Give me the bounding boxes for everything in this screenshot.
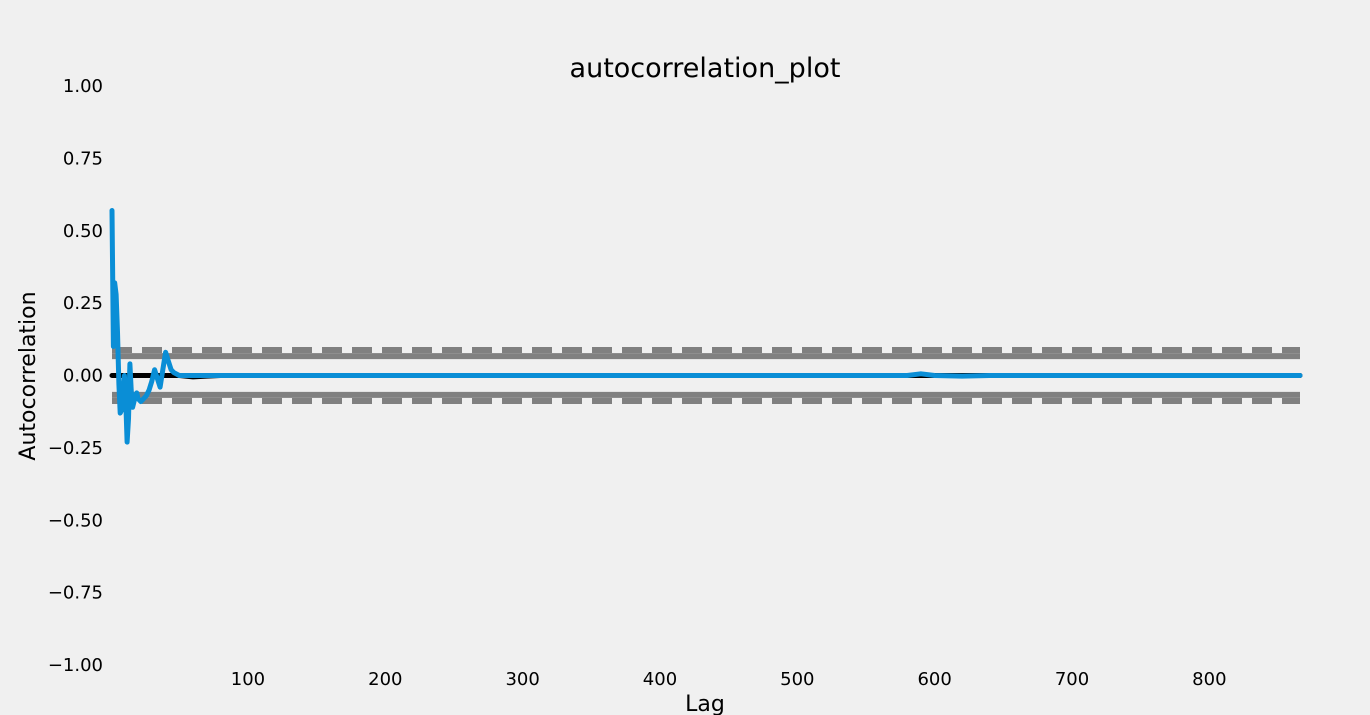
x-tick-label: 500 <box>780 669 814 690</box>
y-axis-label: Autocorrelation <box>16 291 41 460</box>
y-tick-label: −0.75 <box>48 583 103 604</box>
x-tick-label: 100 <box>231 669 265 690</box>
y-axis-ticks: 1.00 0.75 0.50 0.25 0.00 −0.25 −0.50 −0.75 −1.00 <box>48 76 103 676</box>
x-tick-label: 800 <box>1192 669 1226 690</box>
y-tick-label: 0.50 <box>63 221 103 242</box>
x-tick-label: 200 <box>368 669 402 690</box>
y-tick-label: −0.50 <box>48 510 103 531</box>
y-tick-label: 1.00 <box>63 76 103 97</box>
x-axis-label: Lag <box>685 692 725 715</box>
x-tick-label: 300 <box>505 669 539 690</box>
y-tick-label: 0.25 <box>63 293 103 314</box>
confidence-bands <box>112 347 1300 404</box>
x-tick-label: 700 <box>1055 669 1089 690</box>
x-axis-ticks: 100 200 300 400 500 600 700 800 <box>231 669 1227 690</box>
chart-title: autocorrelation_plot <box>570 53 841 84</box>
y-tick-label: −0.25 <box>48 438 103 459</box>
y-tick-label: −1.00 <box>48 655 103 676</box>
x-tick-label: 600 <box>917 669 951 690</box>
series-layer <box>109 208 1303 445</box>
x-tick-label: 400 <box>643 669 677 690</box>
y-tick-label: 0.00 <box>63 366 103 387</box>
autocorrelation-series-line <box>109 208 1303 445</box>
y-tick-label: 0.75 <box>63 148 103 169</box>
